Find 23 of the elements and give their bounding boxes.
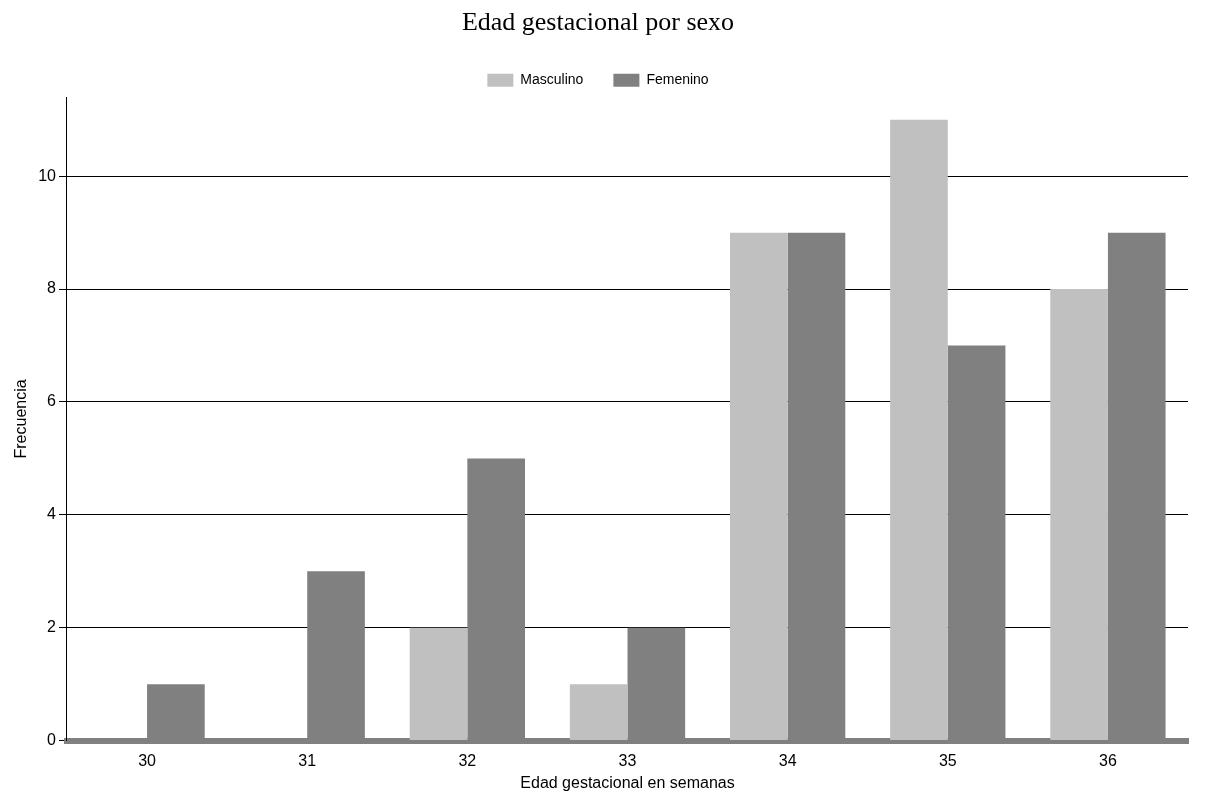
bar — [569, 684, 628, 741]
x-tick-label: 32 — [458, 751, 477, 769]
x-tick-label: 33 — [618, 751, 637, 769]
y-tick-label: 4 — [47, 505, 57, 523]
bar — [729, 232, 788, 741]
legend-label: Masculino — [520, 71, 584, 88]
x-tick-label: 36 — [1099, 751, 1117, 769]
y-tick-label: 2 — [47, 618, 57, 636]
x-axis-title: Edad gestacional en semanas — [520, 773, 735, 791]
y-tick-label: 0 — [47, 731, 57, 749]
legend-label: Femenino — [646, 71, 709, 88]
bar — [890, 119, 948, 741]
y-tick-label: 8 — [47, 279, 57, 297]
y-tick-label: 10 — [38, 166, 57, 184]
x-tick-label: 30 — [138, 751, 157, 769]
bar — [409, 627, 468, 741]
y-tick-label: 6 — [47, 392, 57, 410]
bar — [1050, 289, 1108, 741]
y-axis-title: Frecuencia — [12, 379, 30, 459]
x-tick-label: 34 — [778, 751, 797, 769]
chart-title: Edad gestacional por sexo — [461, 7, 735, 37]
x-tick-label: 31 — [298, 751, 317, 769]
x-tick-label: 35 — [938, 751, 957, 769]
